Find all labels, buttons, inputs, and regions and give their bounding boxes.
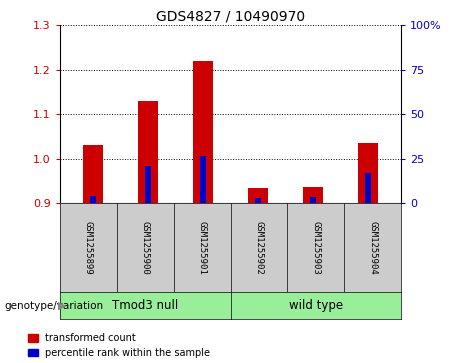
Text: GSM1255899: GSM1255899 <box>84 221 93 275</box>
Bar <box>83 146 103 203</box>
Text: Tmod3 null: Tmod3 null <box>112 299 178 312</box>
Text: genotype/variation: genotype/variation <box>5 301 104 311</box>
Bar <box>193 61 213 203</box>
Text: GSM1255901: GSM1255901 <box>198 221 207 275</box>
Legend: transformed count, percentile rank within the sample: transformed count, percentile rank withi… <box>28 333 210 358</box>
Bar <box>200 156 206 203</box>
Text: GSM1255900: GSM1255900 <box>141 221 150 275</box>
Text: GSM1255902: GSM1255902 <box>254 221 263 275</box>
Text: GSM1255904: GSM1255904 <box>368 221 377 275</box>
Bar <box>255 198 261 203</box>
Text: wild type: wild type <box>289 299 343 312</box>
Text: GDS4827 / 10490970: GDS4827 / 10490970 <box>156 9 305 23</box>
Bar <box>365 173 372 203</box>
Bar <box>89 196 96 203</box>
Bar <box>359 143 378 203</box>
Text: ▶: ▶ <box>58 301 66 311</box>
Bar <box>138 101 158 203</box>
Bar <box>248 188 268 203</box>
Bar <box>145 166 151 203</box>
Bar <box>310 197 316 203</box>
Bar <box>303 187 323 203</box>
Text: GSM1255903: GSM1255903 <box>311 221 320 275</box>
